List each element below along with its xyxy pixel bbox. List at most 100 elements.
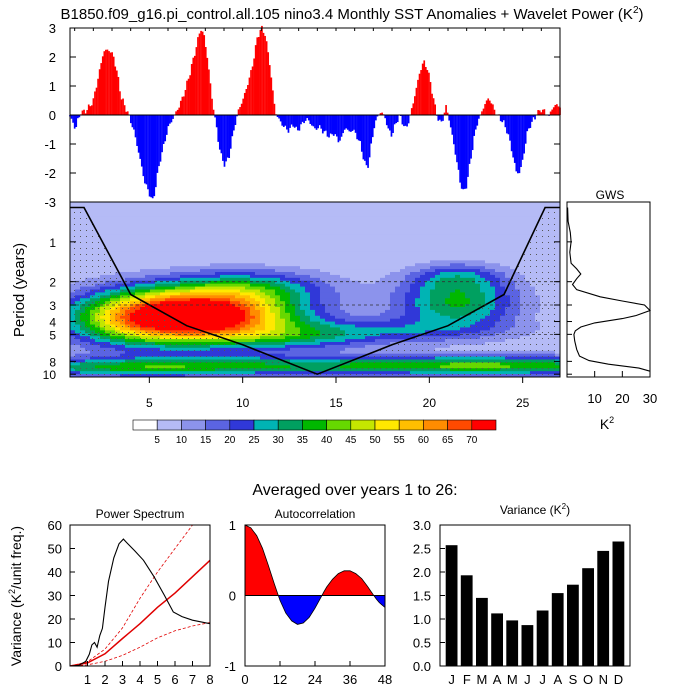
wavelet-power-cell	[225, 228, 231, 232]
wavelet-power-cell	[255, 272, 261, 276]
wavelet-power-cell	[195, 298, 201, 302]
wavelet-power-cell	[320, 239, 326, 244]
wavelet-power-cell	[320, 210, 326, 215]
wavelet-power-cell	[120, 272, 126, 276]
wavelet-power-cell	[410, 245, 416, 250]
wavelet-power-cell	[115, 266, 121, 270]
wavelet-power-cell	[215, 289, 221, 294]
wavelet-power-cell	[340, 237, 346, 241]
wavelet-power-cell	[185, 274, 191, 279]
wavelet-power-cell	[355, 309, 361, 314]
wavelet-power-cell	[320, 362, 326, 366]
wavelet-power-cell	[350, 347, 356, 352]
wavelet-power-cell	[180, 298, 186, 302]
wavelet-power-cell	[250, 315, 256, 320]
wavelet-power-cell	[190, 269, 196, 273]
wavelet-power-cell	[375, 231, 381, 235]
wavelet-power-cell	[270, 286, 276, 291]
wavelet-power-cell	[280, 234, 286, 238]
wavelet-power-cell	[165, 283, 171, 288]
wavelet-power-cell	[305, 295, 311, 299]
wavelet-power-cell	[350, 307, 356, 311]
wavelet-power-cell	[340, 280, 346, 285]
wavelet-power-cell	[160, 307, 166, 311]
wavelet-power-cell	[265, 257, 271, 261]
wavelet-power-cell	[145, 274, 151, 279]
wavelet-power-cell	[115, 248, 121, 253]
wavelet-power-cell	[170, 222, 176, 226]
wavelet-power-cell	[405, 307, 411, 311]
wavelet-power-cell	[235, 228, 241, 232]
wavelet-power-cell	[270, 266, 276, 270]
wavelet-power-cell	[445, 245, 451, 250]
wavelet-power-cell	[135, 231, 141, 235]
wavelet-power-cell	[215, 242, 221, 247]
wavelet-power-cell	[250, 286, 256, 291]
wavelet-power-cell	[185, 222, 191, 226]
wavelet-power-cell	[445, 298, 451, 302]
wavelet-power-cell	[165, 219, 171, 224]
wavelet-power-cell	[105, 228, 111, 232]
wavelet-power-cell	[245, 304, 251, 308]
wavelet-power-cell	[150, 216, 156, 221]
wavelet-power-cell	[135, 277, 141, 282]
wavelet-power-cell	[300, 362, 306, 366]
wavelet-power-cell	[255, 304, 261, 308]
wavelet-power-cell	[445, 222, 451, 226]
wavelet-power-cell	[360, 344, 366, 349]
wavelet-power-cell	[435, 298, 441, 302]
wavelet-power-cell	[320, 204, 326, 209]
wavelet-power-cell	[255, 269, 261, 273]
wavelet-power-cell	[280, 356, 286, 361]
wavelet-power-cell	[315, 219, 321, 224]
wavelet-power-cell	[340, 210, 346, 215]
wavelet-power-cell	[295, 344, 301, 349]
wavelet-power-cell	[310, 289, 316, 294]
wavelet-power-cell	[355, 204, 361, 209]
wavelet-power-cell	[370, 312, 376, 317]
wavelet-power-cell	[310, 222, 316, 226]
wavelet-power-cell	[320, 216, 326, 221]
wavelet-power-cell	[195, 225, 201, 229]
wavelet-power-cell	[370, 330, 376, 334]
wavelet-power-cell	[310, 277, 316, 282]
wavelet-power-cell	[245, 301, 251, 305]
wavelet-power-cell	[245, 315, 251, 320]
wavelet-power-cell	[225, 231, 231, 235]
wavelet-power-cell	[250, 228, 256, 232]
wavelet-power-cell	[415, 234, 421, 238]
wavelet-power-cell	[315, 295, 321, 299]
wavelet-power-cell	[150, 280, 156, 285]
wavelet-power-cell	[280, 248, 286, 253]
wavelet-power-cell	[160, 216, 166, 221]
wavelet-power-cell	[405, 312, 411, 317]
wavelet-power-cell	[335, 304, 341, 308]
wavelet-power-cell	[375, 298, 381, 302]
wavelet-power-cell	[200, 292, 206, 296]
wavelet-power-cell	[370, 202, 376, 206]
wavelet-power-cell	[365, 254, 371, 259]
wavelet-power-cell	[200, 277, 206, 282]
wavelet-power-cell	[415, 274, 421, 279]
wavelet-power-cell	[140, 251, 146, 256]
wavelet-power-cell	[215, 207, 221, 212]
wavelet-power-cell	[350, 289, 356, 294]
wavelet-power-cell	[375, 257, 381, 261]
wavelet-power-cell	[295, 260, 301, 264]
wavelet-power-cell	[275, 237, 281, 241]
wavelet-power-cell	[385, 292, 391, 296]
wavelet-power-cell	[410, 315, 416, 320]
wavelet-power-cell	[195, 228, 201, 232]
anomaly-fill	[69, 25, 561, 199]
wavelet-power-cell	[325, 342, 331, 346]
wavelet-power-cell	[285, 298, 291, 302]
wavelet-power-cell	[390, 207, 396, 212]
wavelet-power-cell	[310, 207, 316, 212]
wavelet-power-cell	[115, 202, 121, 206]
wavelet-power-cell	[450, 254, 456, 259]
wavelet-power-cell	[195, 283, 201, 288]
wavelet-power-cell	[325, 280, 331, 285]
wavelet-power-cell	[375, 295, 381, 299]
wavelet-power-cell	[370, 213, 376, 218]
wavelet-power-cell	[160, 277, 166, 282]
